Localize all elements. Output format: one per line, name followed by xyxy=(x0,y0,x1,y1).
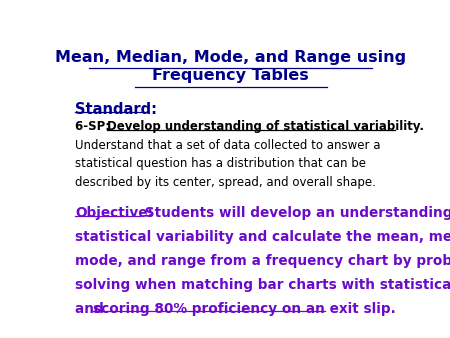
Text: Mean, Median, Mode, and Range using: Mean, Median, Mode, and Range using xyxy=(55,50,406,65)
Text: Standard:: Standard: xyxy=(76,102,158,117)
Text: described by its center, spread, and overall shape.: described by its center, spread, and ove… xyxy=(76,176,376,189)
Text: 6-SP:: 6-SP: xyxy=(76,120,115,133)
Text: Students will develop an understanding of: Students will develop an understanding o… xyxy=(140,206,450,220)
Text: Objective:: Objective: xyxy=(76,206,153,220)
Text: mode, and range from a frequency chart by problem: mode, and range from a frequency chart b… xyxy=(76,254,450,268)
Text: Develop understanding of statistical variability.: Develop understanding of statistical var… xyxy=(107,120,424,133)
Text: statistical question has a distribution that can be: statistical question has a distribution … xyxy=(76,158,366,170)
Text: solving when matching bar charts with statistical tables: solving when matching bar charts with st… xyxy=(76,277,450,292)
Text: scoring 80% proficiency on an exit slip.: scoring 80% proficiency on an exit slip. xyxy=(93,301,396,316)
Text: Understand that a set of data collected to answer a: Understand that a set of data collected … xyxy=(76,139,381,152)
Text: statistical variability and calculate the mean, median,: statistical variability and calculate th… xyxy=(76,230,450,244)
Text: Frequency Tables: Frequency Tables xyxy=(152,68,309,83)
Text: and: and xyxy=(76,301,109,316)
